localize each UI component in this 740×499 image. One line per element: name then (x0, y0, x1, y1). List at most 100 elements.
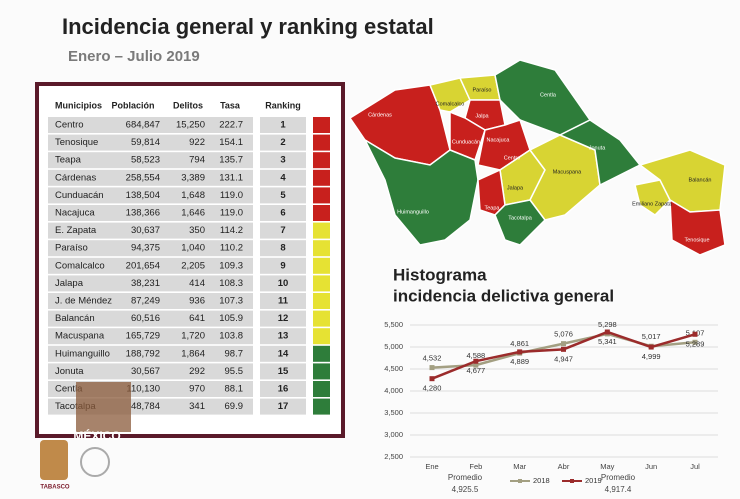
table-cell: 165,729 (126, 331, 160, 342)
annotation: Promedio (448, 473, 483, 482)
x-tick-label: Feb (469, 462, 482, 471)
y-tick-label: 4,000 (384, 386, 403, 395)
table-cell: 131.1 (219, 172, 243, 183)
column-header: Población (111, 100, 154, 110)
table-cell: Huimanguillo (55, 348, 110, 359)
slide-title: Incidencia general y ranking estatal (62, 14, 434, 39)
rank-background (260, 117, 306, 133)
rank-background (260, 310, 306, 327)
row-background (48, 293, 253, 309)
rank-color (313, 345, 330, 362)
chart: 2,500 3,000 3,500 4,000 4,500 5,000 5,500 Ene Fe… (384, 320, 718, 494)
rank-background (260, 134, 306, 151)
table-cell: 936 (189, 296, 205, 307)
table-cell: 30,637 (131, 225, 160, 236)
table-cell: Teapa (55, 155, 82, 166)
column-header: Municipios (55, 100, 102, 110)
table-cell: 2,205 (181, 260, 205, 271)
rank-background (260, 257, 306, 274)
data-label: 5,017 (642, 332, 661, 341)
rank-color (313, 240, 330, 257)
table-cell: 970 (189, 384, 205, 395)
data-point (561, 346, 566, 352)
row-background (48, 345, 253, 362)
map-label: Macuspana (553, 169, 582, 175)
data-point (429, 376, 435, 382)
data-label: 4,677 (466, 366, 485, 375)
row-background (48, 310, 253, 327)
y-tick-label: 5,000 (384, 342, 403, 351)
table-cell: 48,784 (131, 401, 160, 412)
table-cell: 3,389 (181, 172, 205, 183)
column-header: Delitos (173, 100, 203, 110)
table-cell: 103.8 (219, 331, 243, 342)
table-cell: 38,231 (131, 278, 160, 289)
table-cell: Centla (55, 384, 83, 395)
row-background (48, 275, 253, 292)
x-tick-label: Jun (645, 462, 657, 471)
rank-color (313, 363, 330, 380)
row-background (48, 363, 253, 380)
table-cell: 1,040 (181, 243, 205, 254)
map-label: Cárdenas (368, 112, 392, 118)
table-cell: 110.2 (220, 243, 243, 254)
rank-color (313, 222, 330, 239)
map-label: Comalcalco (436, 101, 465, 107)
rank-background (260, 205, 306, 221)
table-cell: 119.0 (220, 208, 243, 219)
table-cell: Jonuta (55, 366, 84, 377)
table-cell: 794 (189, 155, 205, 166)
map-label: Teapa (485, 205, 501, 211)
table-cell: Balancán (55, 313, 95, 324)
table-cell: 12 (278, 313, 289, 324)
annotation: 4,917.4 (605, 485, 632, 494)
annotation: 4,925.5 (452, 485, 479, 494)
data-point (692, 339, 698, 345)
x-tick-label: Ene (425, 462, 438, 471)
row-background (48, 205, 253, 221)
table-cell: 11 (278, 296, 289, 307)
table-cell: 8 (280, 243, 285, 254)
row-background (48, 240, 253, 257)
rank-background (260, 152, 306, 169)
rank-background (260, 222, 306, 239)
table-cell: 14 (278, 348, 289, 359)
rank-background (260, 381, 306, 397)
data-label: 5,289 (686, 339, 705, 348)
table-cell: Cunduacán (55, 190, 104, 201)
table-cell: 1,646 (181, 208, 205, 219)
rank-color (313, 310, 330, 327)
map-label: Jonuta (589, 145, 606, 151)
y-tick-label: 2,500 (384, 452, 403, 461)
table-cell: 114.2 (220, 225, 243, 236)
annotation: Promedio (601, 473, 636, 482)
table-cell: 13 (278, 331, 289, 342)
rank-background (260, 363, 306, 380)
map-label: Tacotalpa (508, 215, 532, 221)
table-cell: 350 (189, 225, 205, 236)
legend-label: 2019 (585, 476, 602, 485)
map-label: Tenosique (684, 237, 709, 243)
data-point (429, 365, 435, 371)
table-cell: J. de Méndez (55, 296, 112, 307)
map-label: Centro (504, 155, 521, 161)
table-cell: 87,249 (131, 296, 160, 307)
map-label: Nacajuca (487, 137, 511, 143)
table-cell: 16 (278, 384, 289, 395)
x-tick-label: Abr (558, 462, 570, 471)
rank-background (260, 275, 306, 292)
rank-color (313, 381, 330, 397)
table-cell: Paraíso (55, 243, 88, 254)
rank-color (313, 152, 330, 169)
data-label: 5,076 (554, 330, 573, 339)
table-cell: 17 (278, 401, 289, 412)
table-cell: 414 (189, 278, 205, 289)
rank-color (313, 275, 330, 292)
rank-background (260, 169, 306, 186)
rank-color (313, 398, 330, 415)
data-label: 4,532 (423, 354, 442, 363)
data-label: 4,588 (466, 351, 485, 360)
row-background (48, 257, 253, 274)
row-background (48, 328, 253, 345)
